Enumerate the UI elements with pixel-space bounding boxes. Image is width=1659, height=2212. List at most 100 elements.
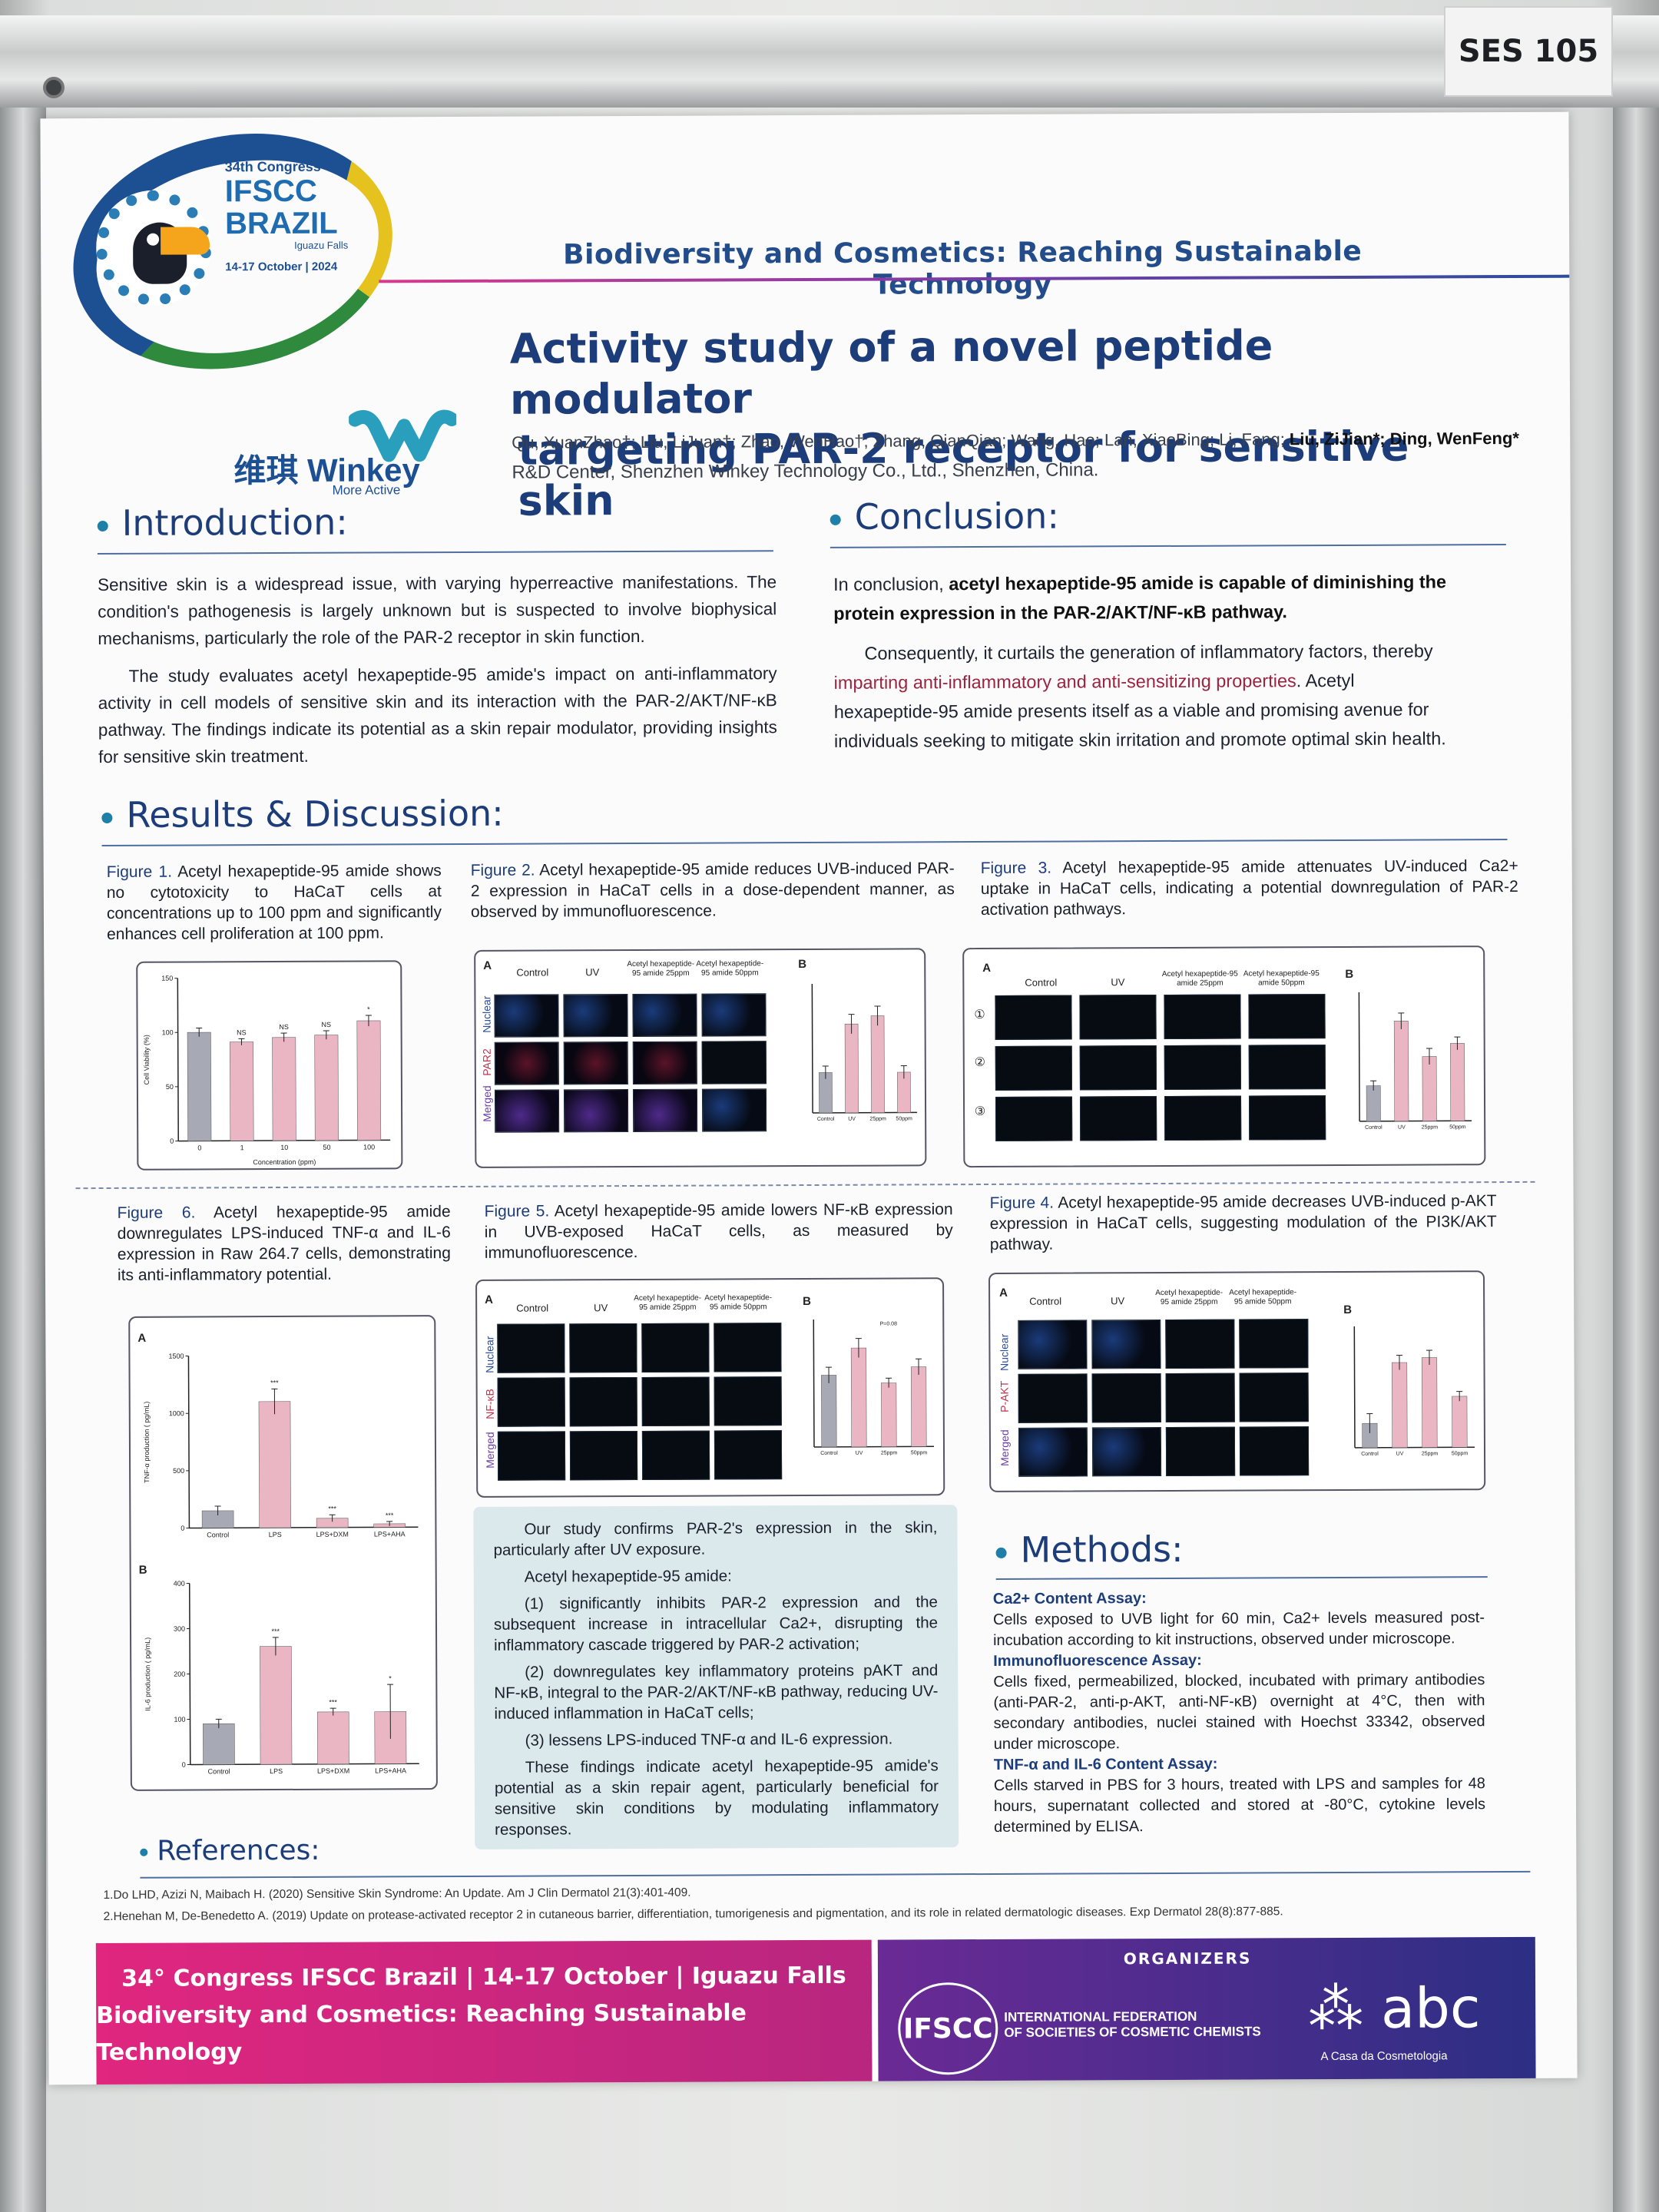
bar — [316, 1711, 349, 1765]
authors-corresponding: Liu, ZiJian*; Ding, WenFeng* — [1289, 428, 1519, 449]
footer-line2: Biodiversity and Cosmetics: Reaching Sus… — [96, 1999, 747, 2067]
y-tick-label: 100 — [174, 1716, 185, 1724]
micrograph — [1164, 1095, 1242, 1141]
methods-text: Ca2+ Content Assay: Cells exposed to UVB… — [993, 1587, 1485, 1838]
significance-label: NS — [321, 1021, 331, 1028]
authors-list: Qu, XuanZhao†; Liu, LiJuan†; Zhao, WenHa… — [512, 429, 1290, 452]
logo-city: Iguazu Falls — [294, 239, 349, 251]
fig5-micrographs — [497, 1323, 783, 1481]
introduction-text: Sensitive skin is a widespread issue, wi… — [98, 568, 777, 781]
references-heading: References: — [140, 1835, 320, 1867]
bar — [314, 1035, 339, 1141]
summary-p3: (1) significantly inhibits PAR-2 express… — [493, 1593, 939, 1654]
micrograph — [995, 995, 1072, 1040]
footer-organizers: ORGANIZERS IFSCC INTERNATIONAL FEDERATIO… — [877, 1936, 1536, 2085]
authors: Qu, XuanZhao†; Liu, LiJuan†; Zhao, WenHa… — [512, 427, 1525, 455]
x-tick-label: UV — [1398, 1125, 1406, 1131]
methods-ca-heading: Ca2+ Content Assay: — [992, 1590, 1147, 1608]
logo-line2: BRAZIL — [224, 206, 338, 241]
fig3-col-50: Acetyl hexapeptide-95 amide 50ppm — [1243, 969, 1320, 988]
significance-label: * — [389, 1674, 392, 1682]
fig4-panel-b: B — [1343, 1303, 1353, 1316]
x-tick-label: UV — [1396, 1452, 1404, 1457]
fig6-box: A 0 500 1000 1500 Control LPS *** LPS+DXM *** LPS… — [128, 1315, 438, 1791]
micrograph — [1239, 1373, 1309, 1422]
micrograph — [494, 1089, 560, 1133]
affiliation: R&D Center, Shenzhen Winkey Technology C… — [512, 459, 1099, 483]
x-tick-label: LPS+DXM — [316, 1531, 349, 1538]
y-axis — [187, 1356, 190, 1528]
methods-if-heading: Immunofluorescence Assay: — [993, 1651, 1202, 1670]
micrograph — [1079, 1045, 1157, 1091]
x-tick-label: UV — [848, 1117, 856, 1122]
footer-left: 34° Congress IFSCC Brazil | 14-17 Octobe… — [95, 1939, 873, 2085]
micrograph — [1165, 1426, 1236, 1476]
x-tick-label: 50ppm — [1449, 1124, 1466, 1130]
y-axis-label: TNF-α production ( pg/mL) — [143, 1402, 151, 1483]
x-tick-label: Control — [817, 1117, 835, 1122]
micrograph — [632, 1088, 698, 1132]
fig6a-chart: 0 500 1000 1500 Control LPS *** LPS+DXM *** LPS+A… — [143, 1353, 419, 1538]
fig4-col-control: Control — [1029, 1295, 1062, 1307]
micrograph — [563, 1089, 629, 1133]
x-tick-label: LPS+AHA — [375, 1767, 406, 1774]
micrograph — [1018, 1427, 1088, 1477]
logo-dates: 14-17 October | 2024 — [225, 260, 338, 274]
micrograph — [714, 1376, 782, 1426]
y-tick-label: 300 — [174, 1625, 185, 1633]
significance-label: * — [367, 1005, 370, 1013]
y-axis — [813, 1319, 815, 1447]
fig4-col-50: Acetyl hexapeptide-95 amide 50ppm — [1229, 1288, 1297, 1306]
fig3-micrographs — [995, 994, 1326, 1141]
micrograph — [1091, 1427, 1162, 1477]
x-tick-label: LPS — [270, 1767, 283, 1775]
winkey-w-icon — [349, 409, 457, 462]
x-tick-label: LPS+DXM — [317, 1767, 349, 1775]
fig3-col-uv: UV — [1111, 976, 1125, 988]
fig4-row-nuclear: Nuclear — [998, 1333, 1011, 1371]
fig4b-chart: Control UV 25ppm 50ppm — [1353, 1326, 1475, 1457]
significance-label: *** — [270, 1379, 279, 1386]
micrograph — [569, 1376, 637, 1427]
bar — [1422, 1056, 1437, 1121]
ifscc-brazil-logo: 34th Congress IFSCC BRAZIL Iguazu Falls … — [51, 111, 416, 399]
significance-label: NS — [279, 1023, 289, 1031]
logo-text: 34th Congress IFSCC BRAZIL Iguazu Falls … — [224, 158, 379, 274]
micrograph — [701, 1088, 767, 1132]
fig5-row-merged: Merged — [483, 1432, 497, 1469]
micrograph — [1164, 1045, 1241, 1090]
micrograph — [1091, 1373, 1161, 1423]
micrograph — [1018, 1320, 1088, 1369]
fig2-micrographs — [494, 993, 767, 1133]
fig3-row-3: ③ — [974, 1104, 986, 1119]
micrograph — [569, 1323, 637, 1373]
fig6-caption: Figure 6. Acetyl hexapeptide-95 amide do… — [117, 1203, 451, 1284]
x-tick-label: 25ppm — [881, 1451, 898, 1456]
y-tick-label: 200 — [174, 1671, 185, 1678]
significance-label: *** — [328, 1505, 336, 1512]
references-list: 1.Do LHD, Azizi N, Maibach H. (2020) Sen… — [103, 1879, 1547, 1928]
micrograph — [569, 1430, 638, 1481]
y-axis — [177, 978, 179, 1141]
fig4-row-pakt: P-AKT — [998, 1380, 1011, 1412]
y-tick-label: 50 — [166, 1083, 174, 1091]
y-tick-label: 1000 — [169, 1409, 184, 1417]
bar — [187, 1031, 212, 1141]
fig3-panel-b: B — [1345, 967, 1354, 981]
footer-line1: 34° Congress IFSCC Brazil | 14-17 Octobe… — [121, 1962, 846, 1992]
fig2-panel-a: A — [483, 959, 492, 972]
x-axis-label: Concentration (ppm) — [253, 1158, 316, 1166]
summary-p2: Acetyl hexapeptide-95 amide: — [524, 1567, 732, 1586]
y-axis — [1353, 1326, 1356, 1448]
fig5-col-control: Control — [516, 1302, 549, 1314]
x-tick-label: 100 — [363, 1143, 375, 1151]
x-tick-label: 25ppm — [1422, 1124, 1439, 1130]
x-tick-label: 10 — [280, 1144, 288, 1151]
fig5-row-nfkb: NF-κB — [483, 1389, 496, 1419]
fig4-row-merged: Merged — [998, 1429, 1012, 1466]
fig5-panel-a: A — [485, 1293, 494, 1306]
significance-label: P=0.08 — [880, 1322, 898, 1327]
x-tick-label: 50 — [323, 1144, 330, 1151]
fig4-micrographs — [1018, 1319, 1310, 1477]
abc-tagline: A Casa da Cosmetologia — [1320, 2049, 1448, 2064]
